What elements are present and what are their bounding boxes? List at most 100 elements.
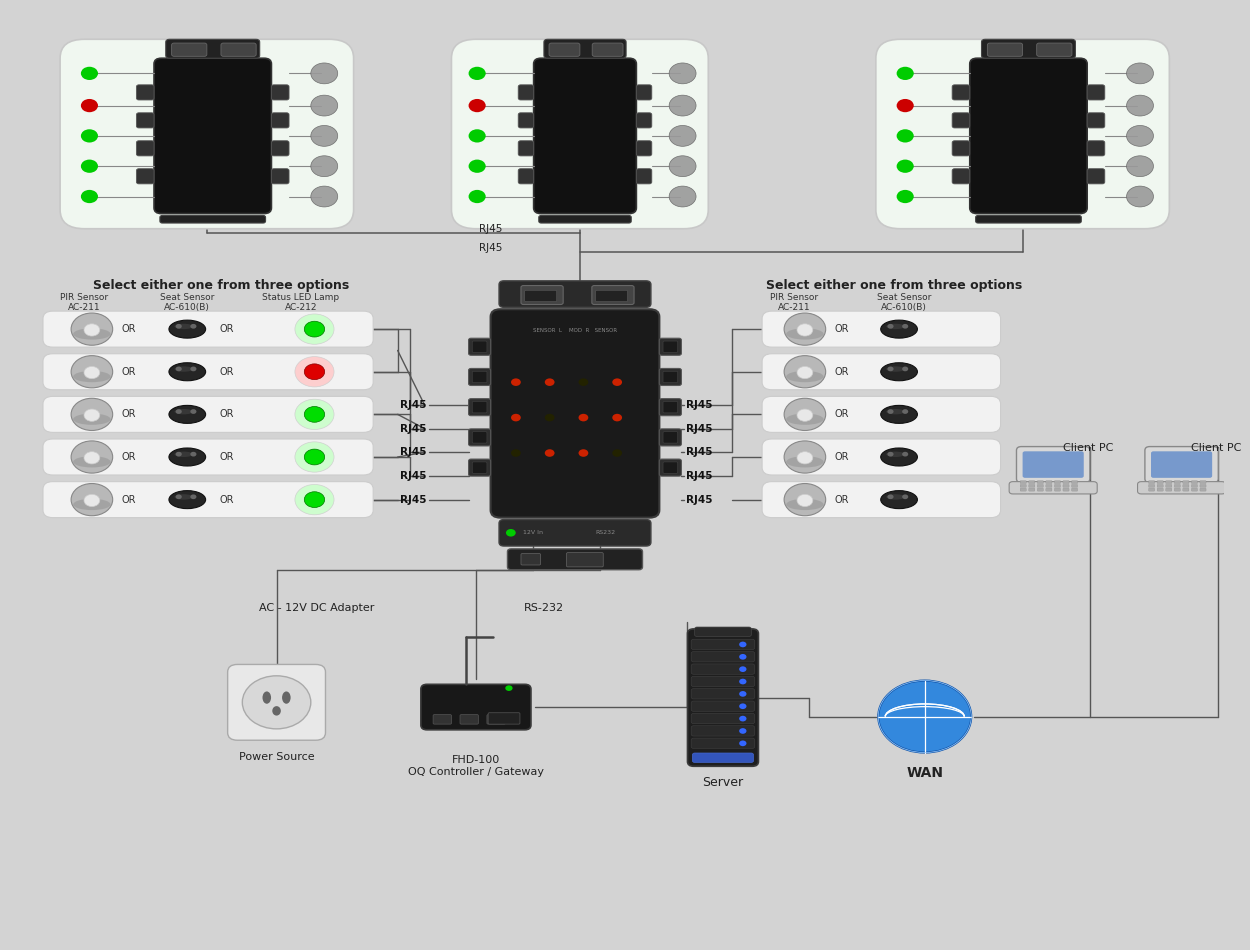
Circle shape bbox=[896, 190, 914, 203]
FancyBboxPatch shape bbox=[1062, 484, 1069, 487]
Circle shape bbox=[469, 190, 486, 203]
Text: RJ45: RJ45 bbox=[480, 242, 502, 253]
Circle shape bbox=[902, 367, 909, 371]
FancyBboxPatch shape bbox=[1166, 484, 1171, 487]
FancyBboxPatch shape bbox=[154, 58, 271, 214]
Circle shape bbox=[612, 378, 622, 386]
FancyBboxPatch shape bbox=[1200, 481, 1206, 484]
Circle shape bbox=[84, 409, 100, 421]
FancyBboxPatch shape bbox=[1149, 481, 1155, 484]
Circle shape bbox=[81, 129, 98, 142]
Ellipse shape bbox=[886, 494, 905, 500]
FancyBboxPatch shape bbox=[1191, 484, 1198, 487]
FancyBboxPatch shape bbox=[136, 141, 154, 156]
FancyBboxPatch shape bbox=[489, 712, 520, 724]
FancyBboxPatch shape bbox=[876, 39, 1169, 229]
Text: Select either one from three options: Select either one from three options bbox=[94, 279, 350, 292]
Text: RJ45: RJ45 bbox=[686, 447, 712, 457]
Ellipse shape bbox=[886, 324, 905, 329]
Circle shape bbox=[739, 740, 746, 746]
FancyBboxPatch shape bbox=[42, 353, 374, 389]
Circle shape bbox=[798, 324, 812, 336]
Circle shape bbox=[304, 407, 325, 422]
Circle shape bbox=[304, 449, 325, 465]
Ellipse shape bbox=[786, 499, 824, 510]
Circle shape bbox=[295, 314, 334, 344]
FancyBboxPatch shape bbox=[1062, 481, 1069, 484]
Ellipse shape bbox=[786, 370, 824, 382]
Circle shape bbox=[902, 409, 909, 414]
Ellipse shape bbox=[175, 451, 192, 457]
FancyBboxPatch shape bbox=[1088, 141, 1105, 156]
FancyBboxPatch shape bbox=[42, 312, 374, 347]
Text: Server: Server bbox=[703, 776, 744, 789]
Ellipse shape bbox=[74, 499, 110, 510]
Ellipse shape bbox=[175, 324, 192, 329]
Circle shape bbox=[469, 66, 486, 80]
Ellipse shape bbox=[169, 490, 206, 508]
Text: Seat Sensor
AC-610(B): Seat Sensor AC-610(B) bbox=[160, 293, 215, 313]
FancyBboxPatch shape bbox=[691, 738, 755, 749]
FancyBboxPatch shape bbox=[691, 726, 755, 736]
FancyBboxPatch shape bbox=[970, 58, 1088, 214]
FancyBboxPatch shape bbox=[762, 312, 1000, 347]
Circle shape bbox=[888, 452, 894, 457]
FancyBboxPatch shape bbox=[1071, 484, 1078, 487]
Text: RJ45: RJ45 bbox=[686, 424, 712, 433]
FancyBboxPatch shape bbox=[691, 689, 755, 699]
FancyBboxPatch shape bbox=[160, 216, 265, 223]
FancyBboxPatch shape bbox=[636, 141, 651, 156]
Ellipse shape bbox=[169, 363, 206, 381]
Circle shape bbox=[545, 414, 555, 422]
Text: OR: OR bbox=[121, 324, 136, 334]
Circle shape bbox=[784, 398, 826, 430]
Ellipse shape bbox=[169, 320, 206, 338]
FancyBboxPatch shape bbox=[472, 402, 488, 413]
Circle shape bbox=[71, 441, 112, 473]
FancyBboxPatch shape bbox=[42, 482, 374, 518]
Ellipse shape bbox=[881, 406, 918, 424]
Ellipse shape bbox=[282, 692, 291, 704]
Circle shape bbox=[1126, 156, 1154, 177]
Text: Seat Sensor
AC-610(B): Seat Sensor AC-610(B) bbox=[876, 293, 931, 313]
FancyBboxPatch shape bbox=[42, 396, 374, 432]
FancyBboxPatch shape bbox=[421, 684, 531, 730]
FancyBboxPatch shape bbox=[488, 714, 505, 724]
FancyBboxPatch shape bbox=[662, 371, 678, 383]
FancyBboxPatch shape bbox=[1088, 169, 1105, 184]
Circle shape bbox=[190, 409, 196, 414]
FancyBboxPatch shape bbox=[271, 169, 289, 184]
Text: OR: OR bbox=[121, 452, 136, 462]
Ellipse shape bbox=[786, 413, 824, 425]
FancyBboxPatch shape bbox=[1055, 488, 1060, 491]
Text: SENSOR  L    MOD  R   SENSOR: SENSOR L MOD R SENSOR bbox=[532, 328, 618, 332]
FancyBboxPatch shape bbox=[952, 169, 970, 184]
Circle shape bbox=[1126, 95, 1154, 116]
Text: OR: OR bbox=[834, 367, 849, 377]
Ellipse shape bbox=[886, 367, 905, 371]
Circle shape bbox=[84, 451, 100, 464]
FancyBboxPatch shape bbox=[519, 113, 534, 128]
FancyBboxPatch shape bbox=[499, 520, 651, 546]
Circle shape bbox=[669, 63, 696, 84]
FancyBboxPatch shape bbox=[691, 652, 755, 662]
FancyBboxPatch shape bbox=[1055, 481, 1060, 484]
FancyBboxPatch shape bbox=[1029, 481, 1035, 484]
Ellipse shape bbox=[74, 370, 110, 382]
Text: OR: OR bbox=[219, 367, 234, 377]
Circle shape bbox=[81, 160, 98, 173]
FancyBboxPatch shape bbox=[271, 141, 289, 156]
FancyBboxPatch shape bbox=[1145, 446, 1219, 483]
FancyBboxPatch shape bbox=[490, 310, 659, 518]
Ellipse shape bbox=[881, 448, 918, 466]
FancyBboxPatch shape bbox=[566, 553, 604, 567]
Text: OR: OR bbox=[121, 367, 136, 377]
FancyBboxPatch shape bbox=[1158, 484, 1164, 487]
Ellipse shape bbox=[169, 406, 206, 424]
Circle shape bbox=[1126, 186, 1154, 207]
FancyBboxPatch shape bbox=[1088, 113, 1105, 128]
Ellipse shape bbox=[272, 706, 281, 715]
FancyBboxPatch shape bbox=[472, 341, 488, 352]
FancyBboxPatch shape bbox=[1020, 488, 1026, 491]
FancyBboxPatch shape bbox=[659, 399, 681, 416]
